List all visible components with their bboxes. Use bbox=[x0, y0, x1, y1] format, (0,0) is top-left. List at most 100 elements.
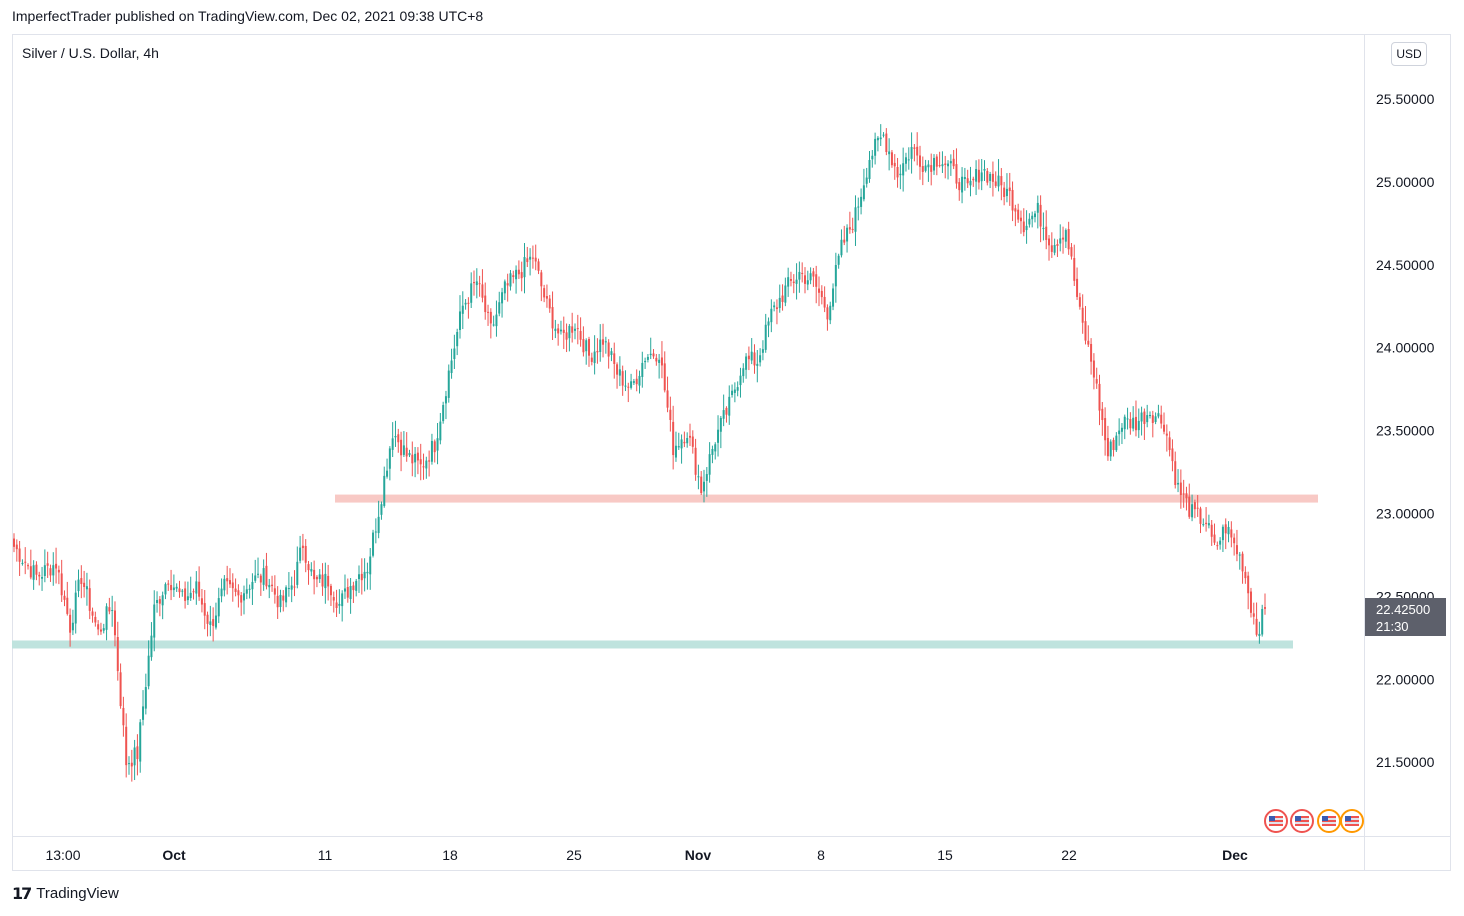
candle-body bbox=[1154, 416, 1157, 422]
x-tick-label: 25 bbox=[566, 847, 582, 863]
candle-body bbox=[355, 580, 358, 591]
candle-body bbox=[1118, 430, 1121, 435]
symbol-title[interactable]: Silver / U.S. Dollar, 4h bbox=[22, 45, 159, 61]
candle-body bbox=[885, 133, 888, 153]
candle-body bbox=[200, 598, 203, 605]
candle-body bbox=[245, 589, 248, 594]
candle-body bbox=[1241, 553, 1244, 572]
candle-body bbox=[144, 687, 147, 709]
candle-body bbox=[705, 474, 708, 481]
candle-body bbox=[871, 155, 874, 160]
candle-body bbox=[1129, 419, 1132, 429]
candle-body bbox=[520, 272, 523, 279]
candle-body bbox=[1017, 209, 1020, 220]
candle-body bbox=[161, 595, 164, 606]
candle-body bbox=[571, 326, 574, 333]
candle-body bbox=[458, 311, 461, 331]
candle-body bbox=[874, 138, 877, 156]
candle-body bbox=[41, 577, 44, 579]
candle-body bbox=[944, 163, 947, 166]
candle-body bbox=[363, 571, 366, 579]
candle-body bbox=[1216, 545, 1219, 547]
candle-body bbox=[523, 257, 526, 278]
candle-body bbox=[1205, 522, 1208, 525]
candle-body bbox=[916, 146, 919, 156]
candle-body bbox=[674, 445, 677, 458]
candle-body bbox=[489, 311, 492, 324]
candle-body bbox=[728, 396, 731, 416]
candle-body bbox=[837, 255, 840, 265]
candle-body bbox=[324, 573, 327, 589]
candle-body bbox=[158, 599, 161, 604]
candle-body bbox=[602, 339, 605, 345]
candle-body bbox=[599, 339, 602, 352]
candle-body bbox=[318, 574, 321, 580]
candle-body bbox=[1207, 523, 1210, 526]
axis-layer: 25.50000 25.00000 24.50000 24.00000 23.50000… bbox=[12, 34, 1451, 871]
candle-body bbox=[781, 295, 784, 302]
candle-body bbox=[725, 407, 728, 415]
candle-body bbox=[265, 565, 268, 587]
candle-body bbox=[910, 147, 913, 159]
zone-layer bbox=[12, 494, 1318, 649]
candle-body bbox=[994, 181, 997, 186]
candle-body bbox=[548, 298, 551, 309]
candle-body bbox=[453, 348, 456, 359]
candle-body bbox=[1238, 554, 1241, 556]
candle-body bbox=[425, 460, 428, 469]
candle-body bbox=[1011, 189, 1014, 211]
candle-body bbox=[551, 307, 554, 329]
candle-body bbox=[1227, 526, 1230, 535]
chart-frame[interactable] bbox=[12, 34, 1451, 871]
candle-body bbox=[1073, 258, 1076, 281]
candle-body bbox=[1171, 448, 1174, 462]
us-flag-icon[interactable] bbox=[1290, 809, 1314, 833]
candle-body bbox=[419, 459, 422, 465]
candle-body bbox=[1084, 321, 1087, 341]
candle-body bbox=[94, 616, 97, 623]
candle-body bbox=[529, 256, 532, 260]
candle-body bbox=[703, 481, 706, 492]
candle-body bbox=[515, 269, 518, 280]
candle-body bbox=[1092, 360, 1095, 378]
candle-body bbox=[248, 588, 251, 590]
candle-body bbox=[467, 302, 470, 304]
candle-body bbox=[649, 353, 652, 356]
candle-body bbox=[733, 389, 736, 393]
candle-body bbox=[203, 603, 206, 616]
candle-body bbox=[896, 167, 899, 178]
candle-body bbox=[1022, 221, 1025, 233]
candle-body bbox=[593, 351, 596, 364]
us-flag-icon[interactable] bbox=[1340, 809, 1364, 833]
candle-body bbox=[1056, 244, 1059, 246]
candle-body bbox=[756, 363, 759, 366]
footer-brand[interactable]: 17 TradingView bbox=[12, 884, 119, 903]
currency-button[interactable]: USD bbox=[1391, 42, 1427, 66]
candle-body bbox=[91, 611, 94, 616]
candle-body bbox=[773, 305, 776, 308]
us-flag-icon[interactable] bbox=[1264, 809, 1288, 833]
candle-body bbox=[933, 157, 936, 171]
candle-body bbox=[902, 163, 905, 176]
candle-body bbox=[400, 439, 403, 456]
candle-body bbox=[652, 353, 655, 357]
candle-body bbox=[1185, 493, 1188, 499]
candle-body bbox=[24, 561, 27, 563]
candle-body bbox=[1219, 540, 1222, 545]
candle-body bbox=[843, 239, 846, 243]
candle-body bbox=[170, 585, 173, 591]
x-tick-label: 18 bbox=[442, 847, 458, 863]
candle-body bbox=[237, 590, 240, 596]
candle-body bbox=[164, 584, 167, 595]
candle-body bbox=[545, 296, 548, 299]
candle-body bbox=[1067, 229, 1070, 250]
candle-body bbox=[840, 239, 843, 256]
candle-body bbox=[88, 588, 91, 611]
candle-body bbox=[57, 569, 60, 573]
us-flag-icon[interactable] bbox=[1317, 809, 1341, 833]
candle-body bbox=[719, 417, 722, 432]
economic-events bbox=[1264, 809, 1364, 833]
candle-body bbox=[1112, 439, 1115, 451]
y-tick-label: 24.00000 bbox=[1376, 340, 1435, 356]
